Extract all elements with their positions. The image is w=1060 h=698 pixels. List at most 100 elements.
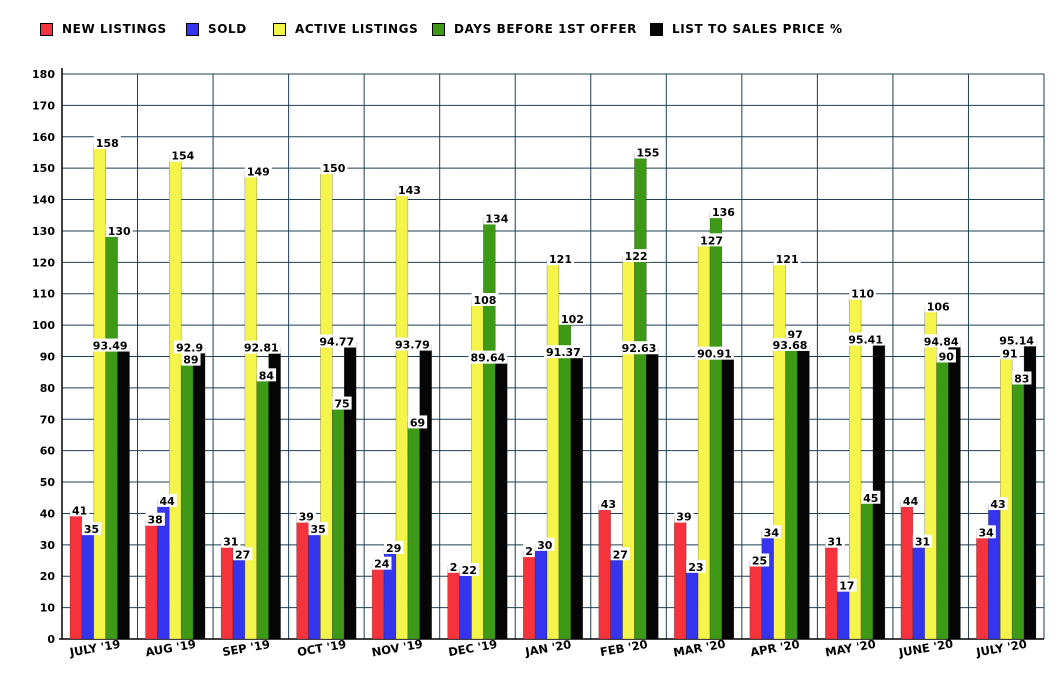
bar-new-listings[interactable] [447,566,460,640]
bar-days-before-1st-offer[interactable] [256,375,269,640]
bar-active-listings[interactable] [169,155,182,640]
bar-new-listings[interactable] [69,510,83,640]
bar-sold[interactable] [459,569,472,640]
data-label-bg [547,252,574,266]
bar-days-before-1st-offer[interactable] [936,356,949,640]
bar-list-to-sales-price[interactable] [494,357,508,640]
legend-item-sold[interactable]: SOLD [186,22,247,36]
data-label: 134 [483,211,511,225]
bar-days-before-1st-offer[interactable] [558,318,572,640]
svg-text:89: 89 [183,354,198,367]
bar-sold[interactable] [308,528,321,640]
data-label-bg [459,562,479,576]
bar-days-before-1st-offer[interactable] [709,211,723,640]
bar-days-before-1st-offer[interactable] [180,359,194,640]
bar-active-listings[interactable] [546,258,560,640]
bar-sold[interactable] [836,585,850,640]
bar-new-listings[interactable] [674,516,687,640]
data-label-bg [634,145,662,159]
bar-active-listings[interactable] [320,167,333,640]
bar-days-before-1st-offer[interactable] [634,152,647,640]
data-label: 30 [535,537,555,552]
bar-days-before-1st-offer[interactable] [407,422,421,640]
bar-days-before-1st-offer[interactable] [1011,378,1025,640]
bar-list-to-sales-price[interactable] [343,341,357,640]
legend-item-active-listings[interactable]: ACTIVE LISTINGS [273,22,418,36]
bar-days-before-1st-offer[interactable] [483,218,496,640]
bar-active-listings[interactable] [93,142,107,640]
bar-sold[interactable] [610,553,623,640]
data-label: 43 [988,497,1008,511]
svg-text:121: 121 [549,253,572,266]
bar-sold[interactable] [534,544,548,640]
legend-item-list-to-sales[interactable]: LIST TO SALES PRICE % [650,22,843,36]
bar-sold[interactable] [761,531,774,640]
data-label: 43 [598,497,619,511]
bar-active-listings[interactable] [697,240,711,640]
bar-list-to-sales-price[interactable] [192,347,206,640]
bar-list-to-sales-price[interactable] [570,351,584,640]
bar-new-listings[interactable] [371,563,385,640]
data-label: 92.81 [241,340,281,355]
bar-new-listings[interactable] [598,503,611,640]
bar-new-listings[interactable] [296,516,309,640]
bar-active-listings[interactable] [999,353,1013,640]
bar-sold[interactable] [81,528,95,640]
bar-sold[interactable] [988,503,1001,640]
svg-text:43: 43 [990,498,1005,511]
data-label: 41 [70,503,90,517]
bar-new-listings[interactable] [145,519,158,640]
svg-text:143: 143 [398,184,421,197]
data-label: 92.9 [173,340,206,354]
data-label: 89.64 [468,350,508,365]
data-label: 27 [232,547,253,561]
bar-days-before-1st-offer[interactable] [105,230,118,640]
data-label: 17 [837,578,857,593]
bar-days-before-1st-offer[interactable] [332,403,345,640]
bar-new-listings[interactable] [522,550,536,640]
bar-list-to-sales-price[interactable] [419,344,432,640]
data-label: 143 [395,183,423,197]
data-label: 94.77 [317,334,357,349]
svg-text:45: 45 [863,492,878,505]
bar-list-to-sales-price[interactable] [117,345,130,640]
svg-text:22: 22 [462,564,477,577]
bar-active-listings[interactable] [773,258,786,640]
bar-sold[interactable] [912,541,926,640]
bar-sold[interactable] [232,553,246,640]
svg-text:95.14: 95.14 [999,334,1034,347]
legend-swatch-days-before-offer [432,22,445,36]
bar-list-to-sales-price[interactable] [721,353,735,640]
bar-new-listings[interactable] [749,560,763,640]
legend-item-days-before-offer[interactable]: DAYS BEFORE 1ST OFFER [432,22,637,36]
data-label: 158 [93,136,121,150]
legend-label-days-before-offer: DAYS BEFORE 1ST OFFER [454,22,637,36]
bar-active-listings[interactable] [395,189,409,640]
bar-days-before-1st-offer[interactable] [860,497,874,640]
bar-list-to-sales-price[interactable] [872,339,886,640]
data-label-bg [395,183,423,197]
svg-text:93.79: 93.79 [395,339,430,352]
svg-text:92.81: 92.81 [244,342,279,355]
bar-days-before-1st-offer[interactable] [785,334,798,640]
bar-list-to-sales-price[interactable] [646,347,659,640]
bar-list-to-sales-price[interactable] [948,341,961,640]
bar-list-to-sales-price[interactable] [268,347,281,640]
bar-new-listings[interactable] [825,541,838,640]
bar-active-listings[interactable] [622,255,635,640]
bar-list-to-sales-price[interactable] [797,344,810,640]
data-label-bg [308,522,328,536]
bar-new-listings[interactable] [220,541,234,640]
bar-new-listings[interactable] [900,500,914,640]
legend-item-new-listings[interactable]: NEW LISTINGS [40,22,167,36]
bar-active-listings[interactable] [244,171,258,640]
bar-active-listings[interactable] [924,305,937,640]
x-tick-label: JAN '20 [523,637,572,659]
bar-sold[interactable] [685,566,699,640]
y-tick-label: 50 [40,476,56,489]
bar-new-listings[interactable] [976,531,989,640]
svg-text:25: 25 [752,555,767,568]
svg-text:134: 134 [485,212,508,225]
data-label-bg [471,293,499,306]
legend-label-list-to-sales: LIST TO SALES PRICE % [672,22,843,36]
